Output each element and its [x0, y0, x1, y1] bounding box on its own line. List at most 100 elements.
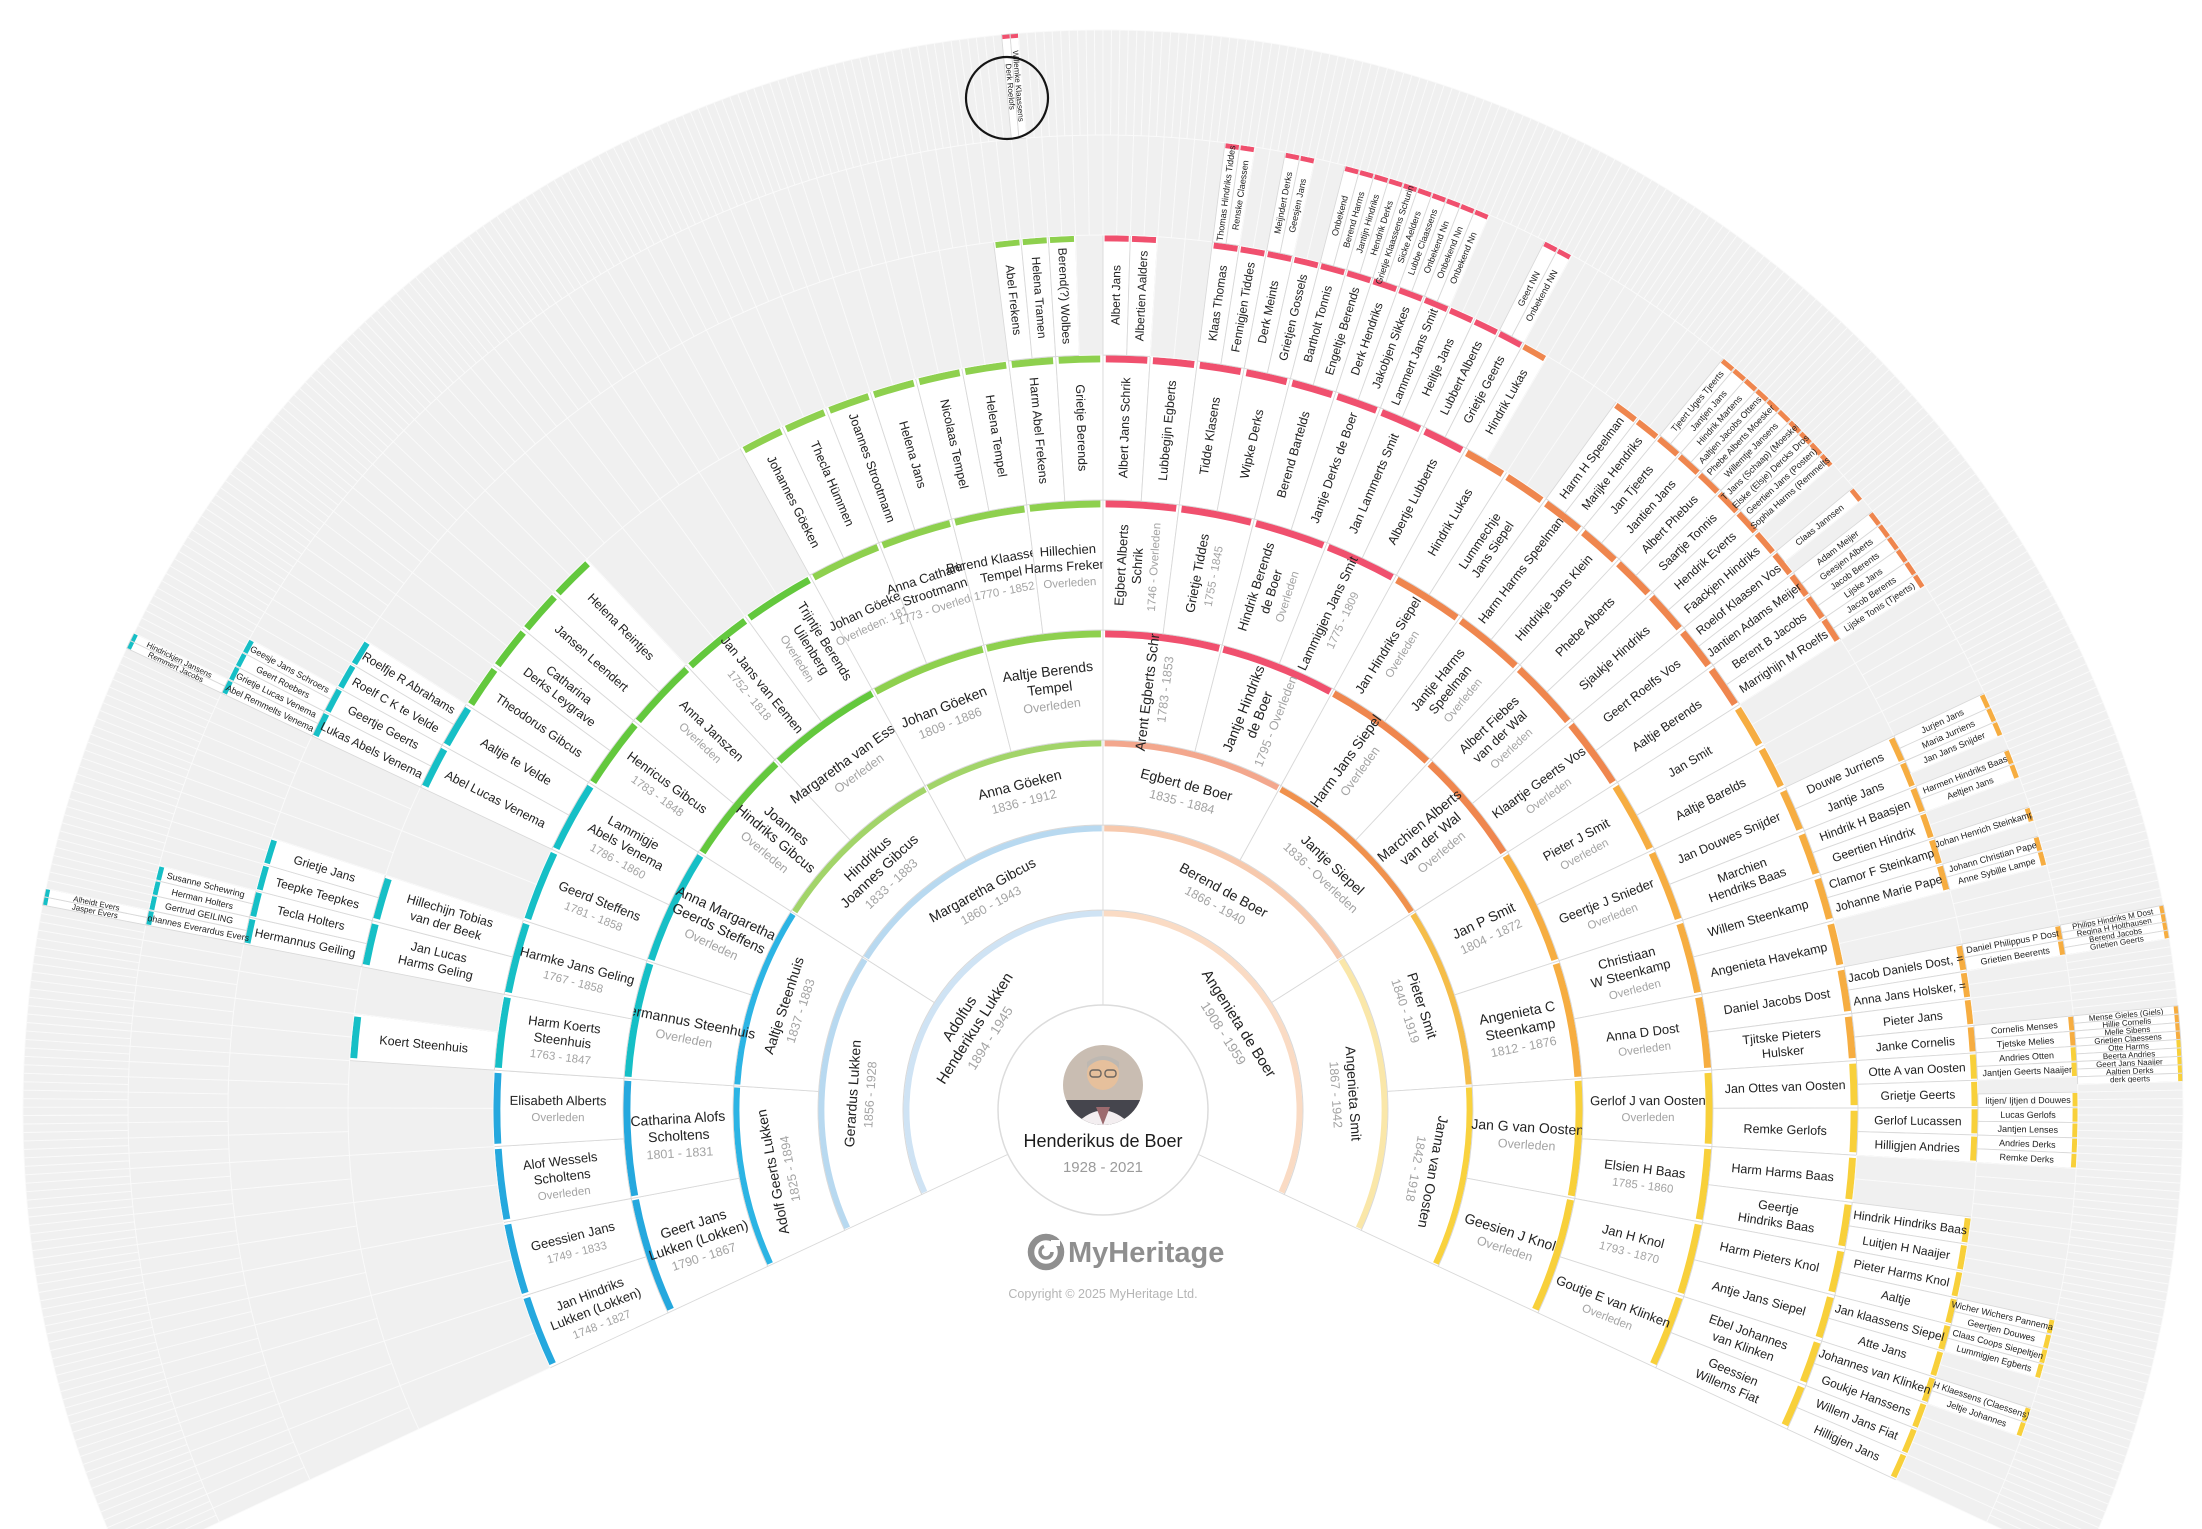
- center-person-dates: 1928 - 2021: [1063, 1159, 1143, 1176]
- branch-color-arc: [1410, 912, 1472, 1085]
- branch-color-arc: [1104, 825, 1343, 960]
- person-name: Angenieta Smit1867 - 1942: [1326, 1046, 1365, 1143]
- avatar: [1063, 1045, 1143, 1125]
- branch-color-arc: [422, 747, 448, 788]
- branch-color-arc: [2055, 926, 2063, 941]
- fan-cell-empty: [1094, 29, 1104, 136]
- branch-color-arc: [2039, 1349, 2048, 1364]
- branch-color-arc: [1828, 1250, 1845, 1293]
- branch-color-arc: [2009, 764, 2019, 779]
- fan-cell-empty: [1085, 29, 1096, 136]
- person-name: Albert Jans Schrik: [1116, 377, 1133, 479]
- person-name: Aaltien Derks: [2106, 1066, 2154, 1077]
- branch-color-arc: [127, 641, 135, 650]
- fan-chart[interactable]: AdolfusHenderikus Lukken1894 - 1945 Angen…: [22, 29, 2184, 1529]
- highlight-circle-annotation: [964, 55, 1050, 141]
- branch-color-arc: [2024, 807, 2034, 822]
- branch-color-arc: [776, 690, 874, 764]
- branch-color-arc: [1568, 722, 1616, 784]
- branch-color-arc: [235, 653, 247, 668]
- branch-color-arc: [1920, 813, 1934, 839]
- branch-color-arc: [2021, 1407, 2031, 1422]
- branch-color-arc: [2057, 940, 2066, 956]
- branch-color-arc: [244, 918, 256, 944]
- branch-color-arc: [1886, 536, 1899, 551]
- branch-color-arc: [1766, 399, 1780, 413]
- branch-color-arc: [1423, 428, 1464, 454]
- branch-color-arc: [1961, 1217, 1971, 1243]
- branch-color-arc: [1181, 505, 1252, 526]
- branch-color-arc: [338, 664, 356, 689]
- branch-color-arc: [2176, 1039, 2181, 1048]
- branch-color-arc: [2068, 1016, 2075, 1031]
- branch-color-arc: [1901, 1428, 1917, 1454]
- branch-color-arc: [2173, 1006, 2179, 1014]
- branch-color-arc: [494, 630, 526, 668]
- branch-color-arc: [1758, 747, 1784, 788]
- branch-color-arc: [1267, 251, 1292, 262]
- branch-color-arc: [742, 428, 783, 454]
- branch-color-arc: [747, 576, 811, 621]
- branch-color-arc: [964, 361, 1007, 376]
- branch-color-arc: [1105, 500, 1177, 512]
- branch-color-arc: [1359, 170, 1374, 179]
- fan-cell-empty: [1087, 134, 1104, 236]
- branch-color-arc: [1320, 263, 1346, 276]
- person-name: Catharina AlofsScholtens1801 - 1831: [630, 1108, 728, 1164]
- branch-color-arc: [494, 1148, 511, 1220]
- myheritage-logo[interactable]: MyHeritage: [1027, 1233, 1224, 1271]
- branch-color-arc: [1677, 454, 1700, 475]
- person-name: Andries Otten: [1999, 1050, 2055, 1063]
- branch-color-arc: [623, 1080, 639, 1197]
- branch-color-arc: [1029, 500, 1101, 512]
- person-name: Remke Gerlofs: [1743, 1122, 1827, 1138]
- person-name: Gerardus Lukken1856 - 1928: [841, 1039, 881, 1148]
- branch-color-arc: [635, 666, 690, 724]
- branch-color-arc: [494, 996, 511, 1068]
- branch-color-arc: [1648, 851, 1682, 921]
- branch-color-arc: [818, 958, 868, 1230]
- fan-cell[interactable]: [1581, 1069, 1714, 1148]
- branch-color-arc: [1657, 436, 1680, 457]
- branch-color-arc: [688, 617, 748, 669]
- branch-color-arc: [926, 740, 1102, 791]
- branch-color-arc: [156, 866, 165, 881]
- branch-color-arc: [874, 645, 984, 695]
- fan-cell-empty: [127, 1120, 229, 1139]
- branch-color-arc: [149, 896, 158, 911]
- branch-color-arc: [828, 393, 870, 414]
- person-name: Jantjen Lenses: [1997, 1124, 2058, 1135]
- person-name: Gerlof J van Oosten Overleden: [1590, 1093, 1706, 1124]
- branch-color-arc: [733, 1087, 773, 1265]
- branch-color-arc: [504, 922, 530, 994]
- center-person[interactable]: Henderikus de Boer 1928 - 2021: [997, 1004, 1209, 1216]
- branch-color-arc: [1448, 307, 1474, 324]
- person-name: HillechienHarms FrekensOverleden: [1023, 540, 1115, 593]
- branch-color-arc: [1240, 246, 1265, 257]
- branch-color-arc: [1815, 1296, 1834, 1339]
- branch-color-arc: [1417, 188, 1432, 198]
- myheritage-logo-icon: [1027, 1233, 1065, 1271]
- branch-color-arc: [881, 520, 951, 549]
- branch-color-arc: [1735, 706, 1763, 747]
- branch-color-arc: [1755, 388, 1769, 402]
- fan-cell[interactable]: [492, 1069, 625, 1148]
- branch-color-arc: [44, 889, 51, 898]
- person-name: Otte Harms: [2108, 1041, 2149, 1052]
- branch-color-arc: [1105, 355, 1148, 364]
- branch-color-arc: [1970, 1136, 1978, 1161]
- fan-cell-empty: [347, 1107, 495, 1156]
- branch-color-arc: [2159, 905, 2165, 914]
- fan-cell-empty: [127, 1091, 229, 1109]
- branch-color-arc: [1380, 409, 1422, 433]
- branch-color-arc: [1458, 617, 1518, 669]
- person-name: Remke Derks: [1999, 1152, 2054, 1165]
- person-name: Elisabeth Alberts Overleden: [510, 1093, 607, 1124]
- person-name: Otte A van Oosten: [1868, 1060, 1966, 1079]
- branch-color-arc: [1821, 618, 1840, 642]
- fan-cell-empty: [2077, 1106, 2184, 1116]
- branch-color-arc: [1338, 958, 1388, 1230]
- fan-cell-empty: [22, 1114, 129, 1125]
- branch-color-arc: [1104, 740, 1280, 791]
